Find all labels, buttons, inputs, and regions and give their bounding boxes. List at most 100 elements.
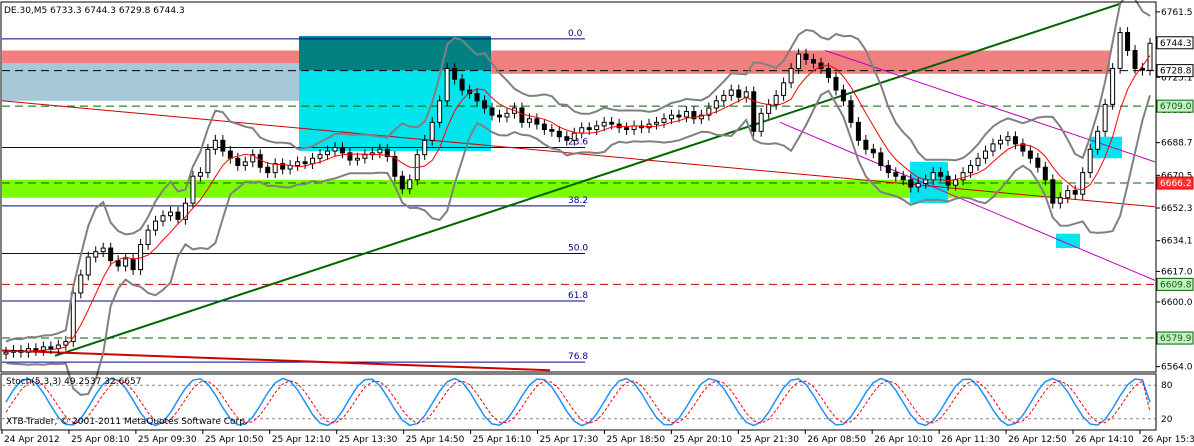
price-panel[interactable]: 0.0 23.6 38.2 50.0 61.8 76.8 — [1, 0, 1156, 396]
candle-body — [624, 127, 630, 131]
candle-body — [205, 148, 211, 174]
price-label-box — [1156, 36, 1194, 50]
candle-body — [796, 53, 802, 69]
x-tick-label: 25 Apr 17:30 — [540, 435, 599, 445]
price-label: 6728.8 — [1160, 67, 1192, 77]
price-label: 6666.2 — [1160, 179, 1192, 189]
candle-body — [167, 211, 173, 217]
candle-body — [108, 247, 114, 262]
candle-body — [781, 82, 787, 96]
y-tick-label: 6761.5 — [1161, 8, 1193, 18]
stoch-main-line — [5, 377, 1151, 427]
y-tick-label: 6688.7 — [1161, 139, 1193, 149]
candle-body — [803, 53, 809, 60]
candle-body — [609, 121, 615, 125]
candle-body — [519, 107, 525, 123]
candle-body — [93, 251, 99, 258]
stoch-info: Stoch(5,3,3) 49.2537 32.6657 — [6, 377, 141, 387]
candle-body — [1012, 136, 1018, 145]
candle-body — [70, 292, 76, 342]
candle-body — [668, 114, 674, 120]
price-label-box — [1156, 277, 1194, 291]
candle-body — [930, 172, 936, 181]
bollinger-lower-band — [5, 89, 1151, 396]
bollinger-upper-band — [5, 0, 1151, 343]
x-tick-label: 25 Apr 18:50 — [606, 435, 665, 445]
candle-body — [452, 67, 458, 80]
candle-body — [556, 130, 562, 138]
price-label-box — [1156, 99, 1194, 113]
y-tick-label: 6634.1 — [1161, 237, 1193, 247]
candle-body — [392, 155, 398, 177]
candle-body — [825, 67, 831, 78]
fib-level-label: 23.6 — [568, 137, 588, 147]
y-tick-label: 6617.0 — [1161, 267, 1193, 277]
candle-body — [691, 111, 697, 120]
candle-body — [429, 121, 435, 141]
candle-body — [833, 76, 839, 91]
price-label-box — [1156, 64, 1194, 78]
candle-body — [1057, 197, 1063, 204]
candle-body — [354, 157, 360, 161]
fib-level-label: 38.2 — [568, 196, 588, 206]
candle-body — [190, 175, 196, 204]
candle-body — [601, 121, 607, 127]
x-tick-label: 25 Apr 21:30 — [740, 435, 799, 445]
candle-body — [758, 112, 764, 132]
stochastic-panel[interactable]: 80 20 — [2, 377, 1173, 427]
candle-body — [130, 258, 136, 271]
candle-body — [242, 161, 248, 166]
candle-body — [960, 172, 966, 181]
candle-body — [160, 215, 166, 222]
candle-body — [526, 118, 532, 123]
candle-body — [736, 89, 742, 98]
price-label: 6709.0 — [1160, 102, 1192, 112]
candle-body — [362, 154, 368, 159]
candle-body — [698, 114, 704, 120]
price-label: 6609.8 — [1160, 280, 1192, 290]
candle-body — [182, 202, 188, 220]
candle-body — [1110, 67, 1116, 105]
candle-body — [399, 175, 405, 190]
moving-average-line — [5, 55, 1151, 353]
copyright-text: XTB-Trader, © 2001-2011 MetaQuotes Softw… — [6, 417, 248, 427]
candle-body — [661, 118, 667, 123]
candle-body — [482, 100, 488, 109]
candle-body — [953, 179, 959, 186]
x-tick-label: 24 Apr 2012 — [4, 435, 60, 445]
candle-body — [339, 146, 345, 154]
candle-body — [100, 247, 106, 253]
candle-body — [489, 107, 495, 116]
x-tick-label: 26 Apr 14:10 — [1075, 435, 1134, 445]
candle-body — [1005, 136, 1011, 141]
candle-body — [983, 150, 989, 159]
candle-body — [549, 129, 555, 132]
x-tick-label: 25 Apr 12:10 — [272, 435, 331, 445]
candle-body — [713, 100, 719, 109]
candle-body — [728, 89, 734, 96]
candle-body — [212, 139, 218, 150]
y-tick-label: 6564.0 — [1161, 363, 1193, 373]
candle-body — [272, 163, 278, 174]
fib-level-label: 61.8 — [568, 291, 588, 301]
candle-body — [235, 157, 241, 166]
candle-body — [534, 118, 540, 125]
candle-body — [878, 152, 884, 166]
candle-body — [250, 154, 256, 163]
candle-body — [384, 148, 390, 157]
highlight-box — [1056, 233, 1080, 249]
candle-body — [115, 260, 121, 267]
candle-body — [85, 256, 91, 276]
candle-body — [1140, 67, 1146, 71]
price-label: 6744.3 — [1160, 39, 1192, 49]
candle-body — [848, 100, 854, 123]
candle-body — [459, 78, 465, 91]
candle-body — [63, 340, 69, 346]
candle-body — [422, 139, 428, 156]
candle-body — [743, 91, 749, 98]
candle-body — [908, 179, 914, 188]
x-tick-label: 25 Apr 14:50 — [406, 435, 465, 445]
candle-body — [437, 100, 443, 123]
candle-body — [646, 123, 652, 129]
